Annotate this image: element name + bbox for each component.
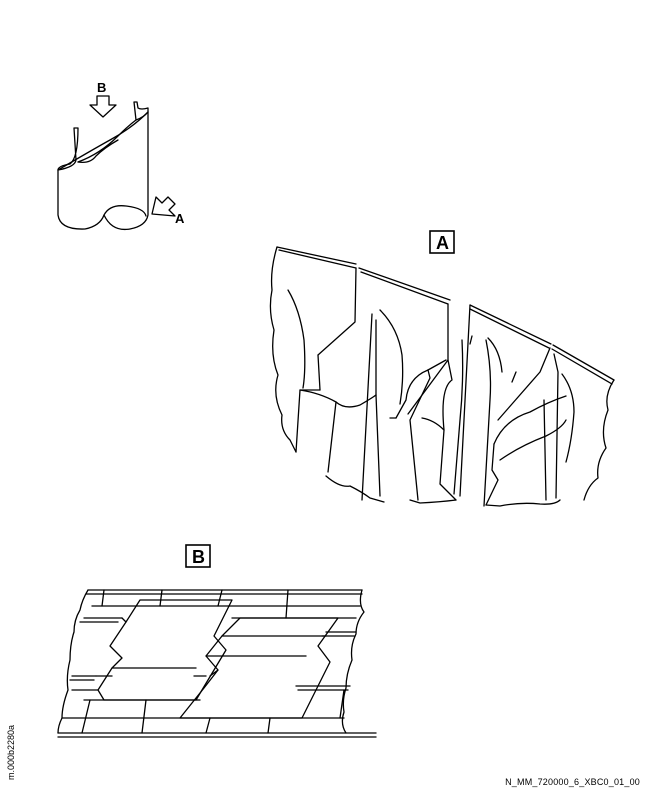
arrow-b-label: B: [97, 80, 106, 95]
drawing-reference-id: N_MM_720000_6_XBC0_01_00: [505, 777, 640, 787]
view-b-label-box: B: [185, 544, 211, 568]
view-b-label: B: [192, 547, 205, 567]
arrow-b-icon: [89, 95, 117, 118]
side-reference-id: m.000b2280a: [6, 724, 16, 780]
key-diagram: B A: [57, 80, 185, 231]
arrow-a-icon: [151, 196, 176, 217]
view-a-label-box: A: [429, 230, 455, 254]
view-a-tread: [269, 246, 615, 507]
view-a-label: A: [436, 233, 449, 253]
arrow-a-label: A: [175, 211, 185, 226]
view-b-tread: [57, 589, 377, 738]
